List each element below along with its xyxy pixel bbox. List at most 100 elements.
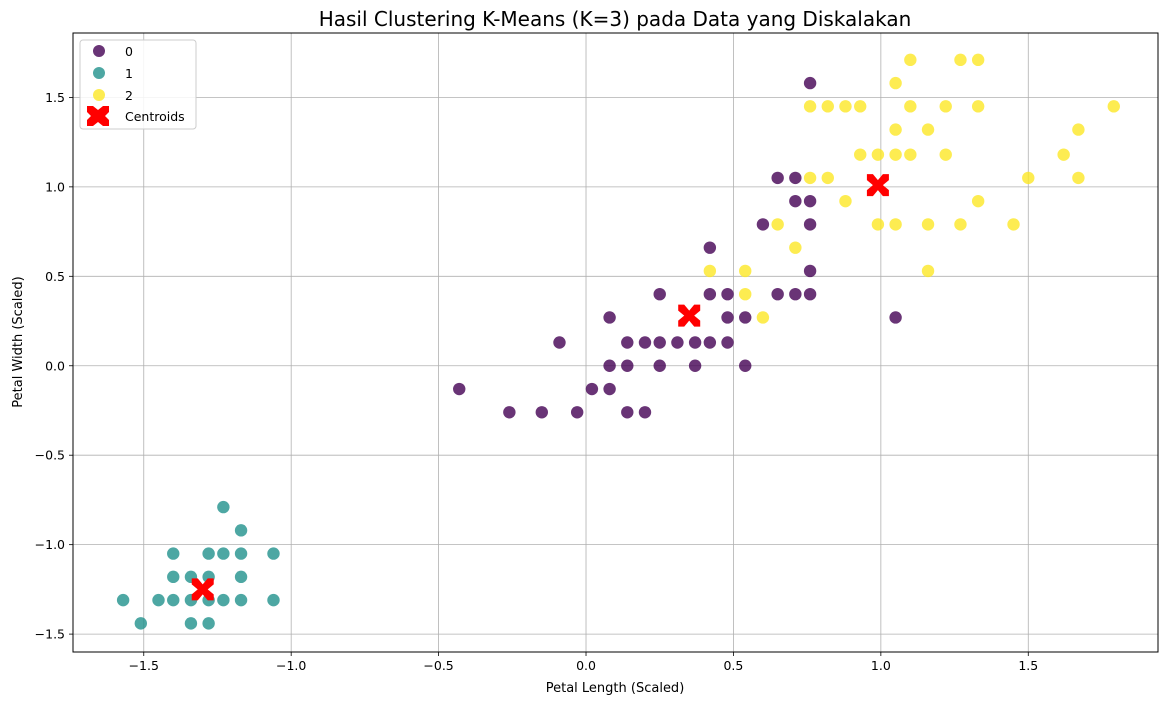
data-point-cluster-1 [167,593,180,607]
legend-label-centroids: Centroids [125,109,185,124]
data-point-cluster-0 [553,336,566,349]
data-point-cluster-0 [721,311,734,324]
data-point-cluster-2 [971,53,985,67]
plot-frame [72,32,1159,653]
data-point-cluster-0 [621,359,634,372]
centroid-marker [678,304,701,327]
data-point-cluster-1 [184,617,198,630]
data-point-cluster-2 [939,100,952,113]
data-point-cluster-1 [217,547,230,560]
data-point-cluster-1 [167,547,180,560]
data-point-cluster-1 [167,570,180,584]
data-point-cluster-2 [739,287,752,301]
data-point-cluster-2 [839,194,852,208]
centroid-marker [191,578,214,601]
data-point-cluster-2 [739,264,752,278]
data-point-cluster-1 [234,524,248,537]
y-tick-label: 0.0 [45,358,65,373]
data-point-cluster-0 [721,287,734,301]
data-point-cluster-2 [921,264,935,278]
data-point-cluster-0 [671,336,684,349]
data-point-cluster-1 [234,547,248,560]
data-point-cluster-0 [889,311,902,324]
data-point-cluster-2 [871,218,885,231]
data-point-cluster-0 [803,264,817,278]
x-tick-label: 0.5 [723,658,743,673]
data-point-cluster-2 [939,148,952,161]
data-point-cluster-0 [703,336,717,349]
data-point-cluster-0 [703,287,717,301]
data-point-cluster-0 [653,287,666,301]
data-point-cluster-1 [234,593,248,607]
data-point-cluster-0 [603,359,616,372]
data-point-cluster-2 [803,100,817,113]
x-axis-ticks: −1.5 −1.0 −0.5 0.0 0.5 1.0 1.5 [129,652,1038,673]
data-point-cluster-0 [653,359,666,372]
data-point-cluster-2 [971,194,985,208]
data-point-cluster-0 [688,336,702,349]
data-point-cluster-1 [134,617,148,630]
y-tick-label: 0.5 [45,269,65,284]
data-point-cluster-1 [217,500,230,514]
chart-title: Hasil Clustering K-Means (K=3) pada Data… [319,7,912,31]
y-tick-label: 1.0 [45,179,65,194]
data-point-cluster-1 [267,547,280,560]
data-point-cluster-2 [854,100,867,113]
data-point-cluster-2 [1007,218,1020,231]
data-point-cluster-0 [739,359,752,372]
x-tick-label: −0.5 [423,658,453,673]
data-point-cluster-1 [152,593,165,607]
data-point-cluster-2 [889,218,902,231]
data-point-cluster-0 [789,287,802,301]
data-point-cluster-0 [703,241,717,254]
data-point-cluster-2 [904,148,917,161]
data-point-cluster-2 [756,311,770,324]
data-point-cluster-0 [535,406,548,419]
legend-label-cluster-2: 2 [125,88,133,103]
legend-label-cluster-1: 1 [125,66,133,81]
data-point-cluster-1 [116,593,130,607]
data-point-cluster-0 [603,311,616,324]
y-tick-label: −1.5 [35,627,65,642]
legend-marker-cluster-2 [93,89,105,101]
data-point-cluster-0 [570,406,584,419]
data-point-cluster-0 [756,218,770,231]
data-point-cluster-1 [202,547,215,560]
data-point-cluster-2 [889,148,902,161]
y-tick-label: −0.5 [35,448,65,463]
data-point-cluster-2 [904,100,917,113]
centroid-marker [866,174,889,197]
legend-marker-centroids [87,106,109,126]
data-point-cluster-0 [739,311,752,324]
data-point-cluster-0 [688,359,702,372]
data-point-cluster-2 [821,100,834,113]
x-axis-label: Petal Length (Scaled) [546,681,685,696]
x-tick-label: 1.0 [871,658,891,673]
y-axis-ticks: −1.5 −1.0 −0.5 0.0 0.5 1.0 1.5 [35,90,73,642]
data-point-cluster-2 [1057,148,1070,161]
data-point-cluster-1 [217,593,230,607]
data-point-cluster-0 [653,336,666,349]
data-point-cluster-2 [921,123,935,136]
data-point-cluster-2 [789,241,802,254]
data-point-cluster-2 [904,53,917,67]
data-point-cluster-0 [638,406,652,419]
data-point-cluster-1 [267,593,280,607]
data-point-cluster-0 [789,194,802,208]
data-point-cluster-2 [1022,171,1035,185]
data-point-cluster-2 [1107,100,1120,113]
y-axis-label: Petal Width (Scaled) [11,276,26,407]
legend: 0 1 2 Centroids [79,39,197,130]
data-point-cluster-2 [871,148,885,161]
data-point-cluster-0 [803,218,817,231]
legend-marker-cluster-1 [93,67,105,79]
data-points [116,53,1120,630]
data-point-cluster-2 [1072,123,1085,136]
data-point-cluster-0 [603,382,616,396]
data-point-cluster-1 [202,617,215,630]
data-point-cluster-0 [771,287,784,301]
data-point-cluster-2 [971,100,985,113]
x-tick-label: 1.5 [1018,658,1038,673]
data-point-cluster-2 [839,100,852,113]
data-point-cluster-2 [1072,171,1085,185]
